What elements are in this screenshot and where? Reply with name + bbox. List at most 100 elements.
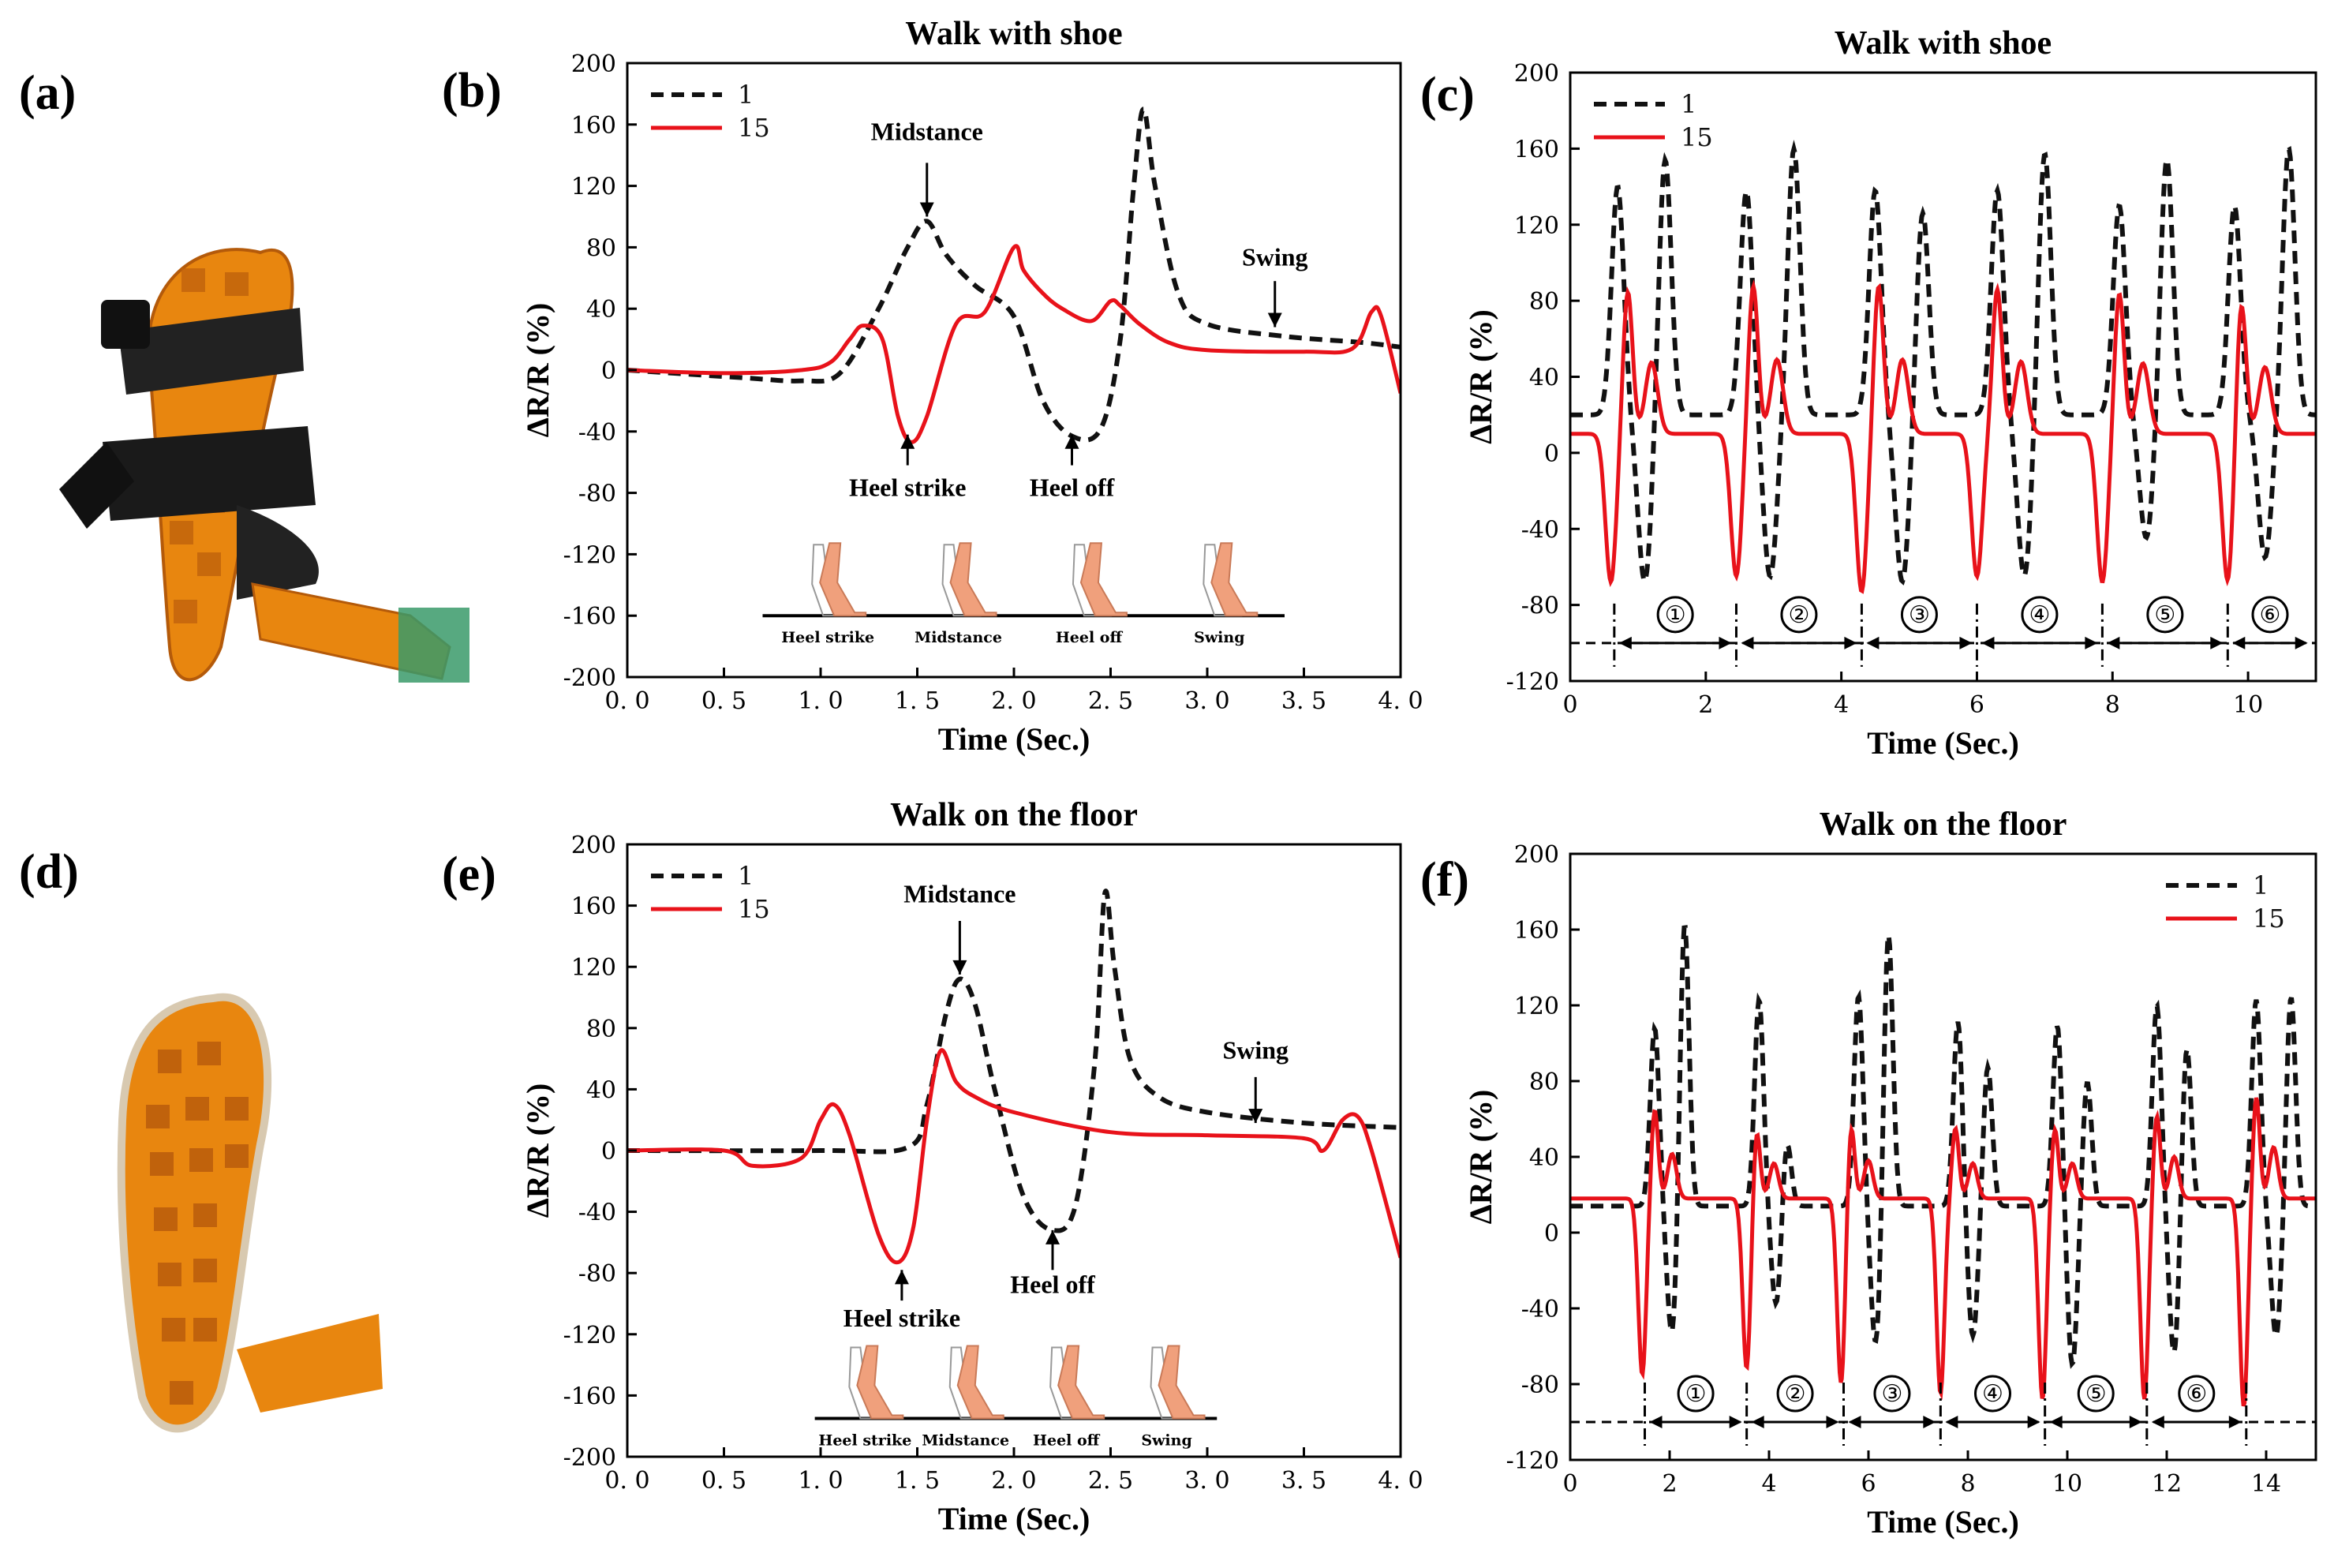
series-line-e-15 <box>627 1048 1401 1265</box>
cycle-circle <box>2251 596 2289 634</box>
annotation-arrowhead <box>900 434 915 449</box>
cycle-arrow-left <box>1945 1416 1958 1428</box>
cycle-circle <box>1776 1375 1814 1413</box>
inset-phase-label-2: Midstance <box>922 1432 1009 1450</box>
panel-label-c: (c) <box>1420 68 1475 122</box>
ytick-label: 0 <box>1544 440 1559 468</box>
legend-label-1: 1 <box>1681 89 1696 119</box>
annotation-arrowhead <box>952 960 967 975</box>
series-line-e-1 <box>627 889 1401 1233</box>
ytick-label: 40 <box>1529 1144 1559 1172</box>
ytick-label: 200 <box>1514 60 1559 88</box>
cycle-arrow-left <box>2049 1416 2063 1428</box>
ytick-label: 120 <box>571 954 616 982</box>
annotation-arrowhead <box>1064 434 1079 449</box>
xtick-label: 2 <box>1662 1470 1677 1498</box>
cycle-arrow-right <box>2027 1416 2040 1428</box>
y-axis-label-c: ΔR/R (%) <box>1463 309 1498 444</box>
strap-middle <box>103 426 316 521</box>
xtick-label: 0. 0 <box>604 1467 649 1495</box>
cycle-arrow-right <box>2085 636 2098 649</box>
cycle-circle <box>1656 596 1694 634</box>
cycle-marker-4: ④ <box>1982 1380 2003 1408</box>
cycle-circle <box>1780 596 1818 634</box>
cycle-circle <box>1974 1375 2011 1413</box>
ytick-label: 200 <box>1514 841 1559 869</box>
ytick-label: 40 <box>586 296 616 324</box>
inset-leg-3 <box>1049 1345 1105 1420</box>
xtick-label: 2. 5 <box>1088 1467 1133 1495</box>
cycle-arrow-right <box>2228 1416 2242 1428</box>
ytick-label: 120 <box>1514 993 1559 1020</box>
legend-label-15: 15 <box>738 113 770 143</box>
cycle-marker-1: ① <box>1665 601 1686 629</box>
xtick-label: 10 <box>2052 1470 2082 1498</box>
chart-b: (b) Walk with shoe -200 -160 -120 -80 -40 0 40 80… <box>442 16 1423 757</box>
xtick-label: 8 <box>2105 691 2120 719</box>
ytick-label: -160 <box>563 603 616 631</box>
ytick-label: 0 <box>601 357 616 385</box>
inset-leg-fill <box>1057 1345 1105 1420</box>
insole-photo <box>117 993 383 1433</box>
strap-top <box>118 308 304 395</box>
chart-c: (c)Walk with shoe-120-80-400408012016020… <box>1420 25 2317 761</box>
x-axis-label-e: Time (Sec.) <box>938 1501 1090 1536</box>
cycle-circle <box>2146 596 2184 634</box>
xtick-label: 4 <box>1761 1470 1776 1498</box>
cycle-arrow-left <box>2151 1416 2164 1428</box>
panel-label-a: (a) <box>19 66 76 120</box>
ytick-label: 160 <box>1514 136 1559 163</box>
annotation-arrowhead <box>1248 1109 1263 1124</box>
inset-leg-fill <box>819 542 867 617</box>
inset-leg-fill <box>1158 1345 1206 1420</box>
cycle-circle <box>1677 1375 1715 1413</box>
xtick-label: 4. 0 <box>1378 1467 1423 1495</box>
cycle-marker-2: ② <box>1785 1380 1806 1408</box>
cycle-arrow-left <box>1618 636 1632 649</box>
inset-leg-fill <box>856 1345 904 1420</box>
y-axis-label-f: ΔR/R (%) <box>1463 1090 1498 1225</box>
annotation-swing: Swing <box>1222 1036 1289 1065</box>
cycle-circle <box>2077 1375 2115 1413</box>
strap-heel <box>59 442 134 529</box>
xtick-label: 14 <box>2251 1470 2281 1498</box>
ytick-label: 0 <box>601 1138 616 1166</box>
ytick-label: 80 <box>586 1016 616 1043</box>
cycle-marker-3: ③ <box>1881 1380 1902 1408</box>
legend-label-1: 1 <box>738 861 754 891</box>
panel-label-b: (b) <box>442 64 502 118</box>
connector-board <box>398 608 469 683</box>
cycle-arrow-left <box>1848 1416 1861 1428</box>
ytick-label: 200 <box>571 51 616 78</box>
chart-f: (f)Walk on the floor-120-80-400408012016… <box>1420 806 2317 1540</box>
xtick-label: 8 <box>1960 1470 1975 1498</box>
ytick-label: -80 <box>1521 593 1559 620</box>
cycle-arrow-left <box>2232 636 2246 649</box>
ytick-label: -40 <box>578 1199 616 1227</box>
xtick-label: 3. 5 <box>1281 1467 1326 1495</box>
strap-buckle <box>101 300 150 349</box>
ytick-label: -120 <box>1506 668 1559 696</box>
series-line-c-15 <box>1570 279 2316 594</box>
xtick-label: 1. 5 <box>895 1467 940 1495</box>
ytick-label: 80 <box>1529 1068 1559 1096</box>
inset-phase-label-3: Heel off <box>1056 629 1124 646</box>
xtick-label: 1. 0 <box>798 687 843 715</box>
plot-frame-c <box>1569 71 2317 683</box>
ytick-label: 80 <box>1529 288 1559 316</box>
inset-phase-label-4: Swing <box>1194 629 1244 646</box>
inset-phase-label-3: Heel off <box>1033 1432 1101 1450</box>
ytick-label: 160 <box>1514 917 1559 945</box>
ytick-label: -120 <box>563 1322 616 1349</box>
annotation-heel-strike: Heel strike <box>843 1304 960 1332</box>
plot-frame-e <box>626 843 1402 1458</box>
chart-title-b: Walk with shoe <box>905 16 1122 52</box>
cycle-arrow-right <box>1826 1416 1839 1428</box>
ytick-label: -80 <box>1521 1372 1559 1399</box>
series-line-b-1 <box>627 107 1401 443</box>
ytick-label: 160 <box>571 112 616 140</box>
inset-leg-fill <box>949 542 997 617</box>
annotation-midstance: Midstance <box>903 880 1016 908</box>
plot-frame-b <box>626 62 1402 679</box>
